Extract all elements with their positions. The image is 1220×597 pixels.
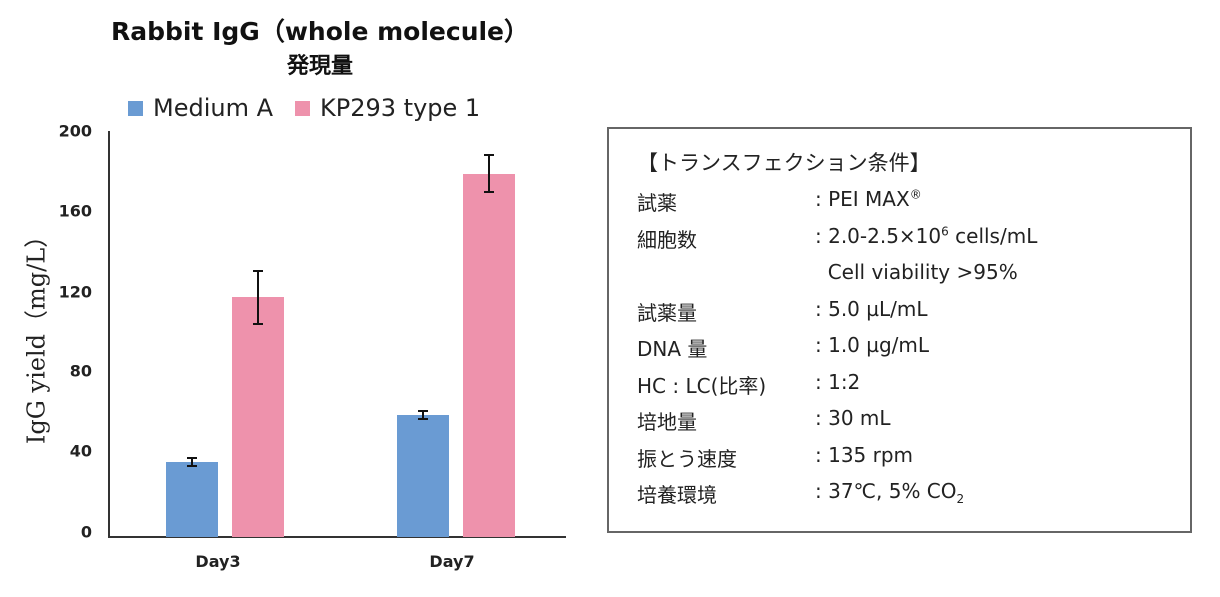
bar-day7-medium-a: [397, 415, 449, 537]
condition-key: 細胞数: [637, 227, 697, 252]
legend-item-kp293: KP293 type 1: [295, 94, 480, 122]
y-tick: 200: [58, 121, 92, 141]
condition-key: 培養環境: [637, 483, 717, 507]
condition-row: 振とう速度 : 135 rpm: [637, 443, 913, 472]
legend-swatch-pink: [295, 100, 311, 116]
legend-label: KP293 type 1: [320, 94, 481, 122]
transfection-conditions-box: 【トランスフェクション条件】 試薬 : PEI MAX® 細胞数 : 2.0-2.5×…: [607, 127, 1192, 533]
y-tick: 120: [58, 282, 92, 302]
chart-title: Rabbit IgG（whole molecule）: [110, 17, 530, 46]
bar-day3-medium-a: [166, 461, 218, 537]
error-bar: [484, 154, 494, 193]
condition-value: : 2.0-2.5×106 cells/mL: [815, 223, 1038, 248]
condition-key: 振とう速度: [637, 446, 737, 471]
condition-value: : 30 mL: [815, 406, 891, 430]
bar-day3-kp293: [232, 297, 284, 537]
chart-legend: Medium A KP293 type 1: [128, 94, 480, 122]
condition-row: 培地量 : 30 mL: [637, 406, 891, 435]
y-axis: [108, 131, 110, 538]
condition-key: 試薬量: [637, 300, 697, 325]
chart-subtitle: 発現量: [286, 54, 353, 79]
condition-value: : PEI MAX®: [815, 187, 922, 211]
y-tick: 160: [58, 201, 92, 221]
condition-value: Cell viability >95%: [815, 260, 1018, 284]
condition-row: DNA 量 : 1.0 µg/mL: [637, 333, 929, 362]
x-axis: [108, 536, 566, 538]
y-tick: 80: [69, 361, 92, 381]
y-axis-label: IgG yield（mg/L）: [22, 223, 51, 445]
condition-value: : 135 rpm: [815, 442, 914, 467]
condition-value: : 37℃, 5% CO2: [815, 479, 965, 506]
condition-value: : 1.0 µg/mL: [815, 333, 930, 357]
condition-key: 培地量: [637, 410, 697, 434]
condition-row: 培養環境 : 37℃, 5% CO2: [637, 479, 964, 508]
condition-row: Cell viability >95%: [637, 260, 1018, 284]
x-tick-day3: Day3: [195, 552, 241, 571]
condition-row: 細胞数 : 2.0-2.5×106 cells/mL: [637, 224, 1037, 253]
legend-label: Medium A: [153, 94, 274, 122]
condition-row: 試薬 : PEI MAX®: [637, 187, 922, 216]
bar-day7-kp293: [463, 173, 515, 537]
legend-item-medium-a: Medium A: [128, 94, 273, 122]
error-bar: [418, 410, 428, 421]
condition-key: DNA 量: [637, 337, 708, 361]
y-tick: 40: [69, 441, 92, 461]
x-tick-day7: Day7: [429, 552, 475, 571]
condition-value: : 1:2: [815, 369, 861, 394]
condition-row: HC : LC(比率) : 1:2: [637, 370, 860, 399]
y-tick: 0: [80, 522, 92, 542]
condition-row: 試薬量 : 5.0 µL/mL: [637, 297, 928, 326]
condition-key: [637, 260, 815, 284]
error-bar: [253, 270, 263, 325]
condition-value: : 5.0 µL/mL: [815, 296, 928, 321]
condition-key: HC : LC(比率): [637, 373, 767, 398]
legend-swatch-blue: [128, 100, 143, 116]
error-bar: [187, 456, 197, 468]
conditions-title: 【トランスフェクション条件】: [637, 151, 931, 175]
condition-key: 試薬: [637, 191, 677, 215]
